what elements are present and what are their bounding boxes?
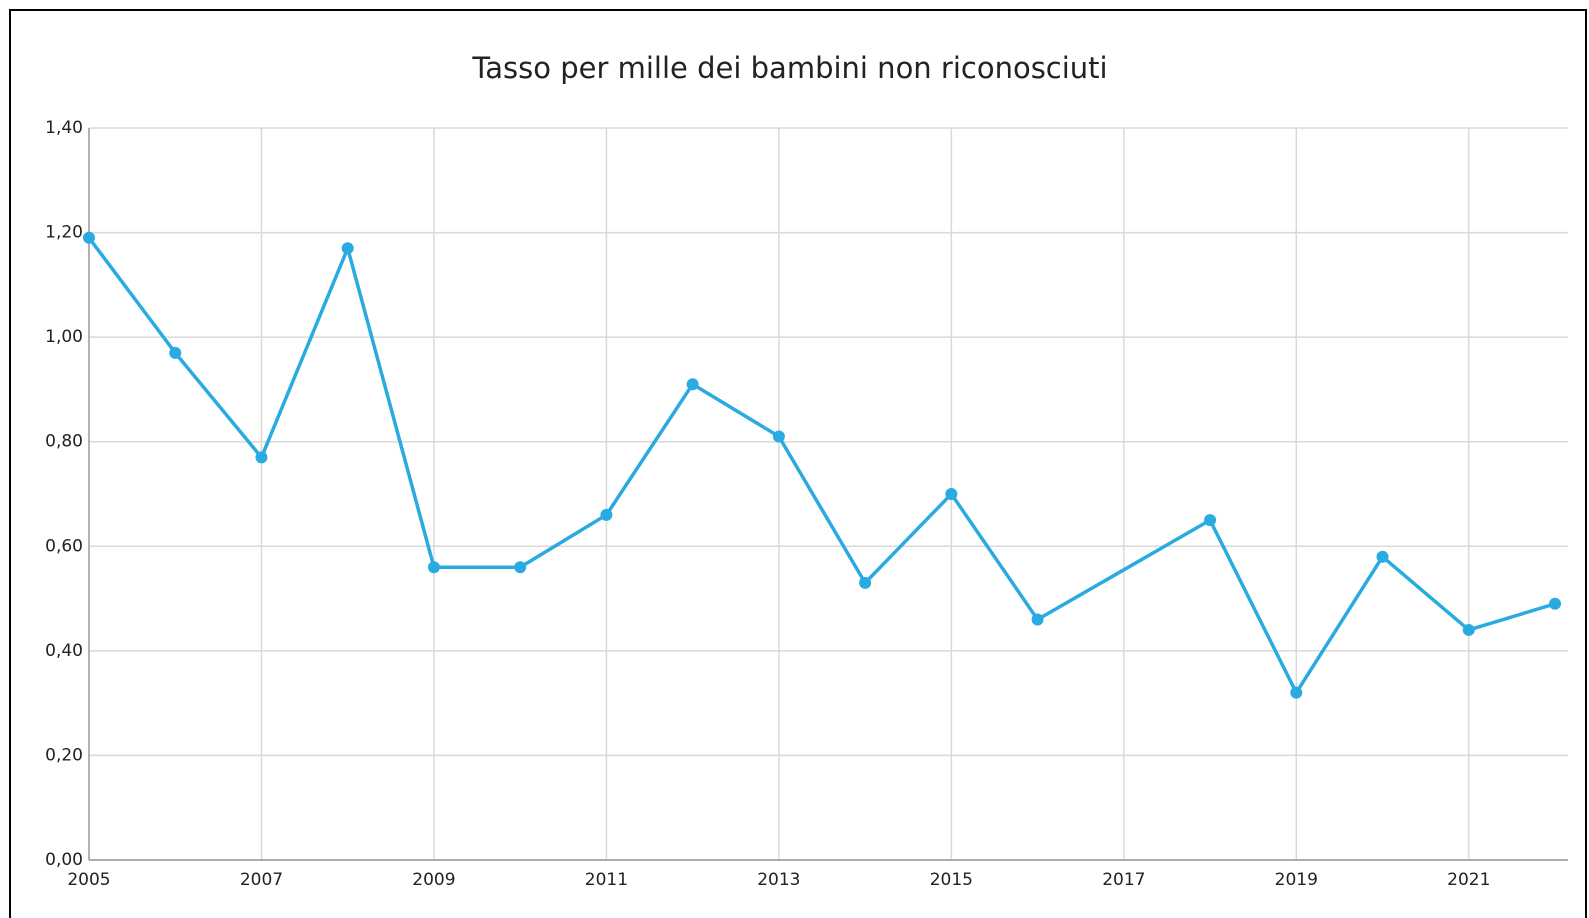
x-tick-label: 2011 [585, 870, 628, 890]
y-tick-label: 0,80 [45, 432, 83, 452]
data-point [1031, 613, 1044, 626]
data-point [1462, 623, 1475, 636]
data-point [600, 508, 613, 521]
y-tick-label: 0,40 [45, 641, 83, 661]
data-point [1376, 550, 1389, 563]
data-point [427, 561, 440, 574]
chart-border [9, 9, 1587, 918]
y-tick-label: 0,20 [45, 745, 83, 765]
data-point [945, 488, 958, 500]
y-tick-label: 1,40 [45, 118, 83, 138]
data-point [686, 378, 699, 391]
x-tick-label: 2021 [1447, 870, 1490, 890]
x-tick-label: 2007 [240, 870, 283, 890]
y-tick-label: 1,00 [45, 327, 83, 347]
data-point [255, 451, 268, 464]
data-point [514, 561, 527, 574]
data-point [169, 346, 182, 359]
data-point [772, 430, 785, 443]
y-tick-label: 0,00 [45, 850, 83, 870]
x-tick-label: 2019 [1275, 870, 1318, 890]
x-tick-label: 2005 [67, 870, 110, 890]
x-tick-label: 2013 [757, 870, 800, 890]
y-tick-label: 1,20 [45, 223, 83, 243]
chart-title: Tasso per mille dei bambini non riconosc… [471, 51, 1107, 85]
x-tick-label: 2017 [1102, 870, 1145, 890]
data-point [341, 242, 354, 255]
data-point [859, 576, 872, 589]
x-tick-label: 2015 [930, 870, 973, 890]
y-tick-label: 0,60 [45, 536, 83, 556]
data-point [1204, 514, 1217, 527]
x-tick-label: 2009 [412, 870, 455, 890]
data-point [83, 231, 95, 244]
data-point [1290, 686, 1303, 699]
data-point [1549, 597, 1561, 610]
